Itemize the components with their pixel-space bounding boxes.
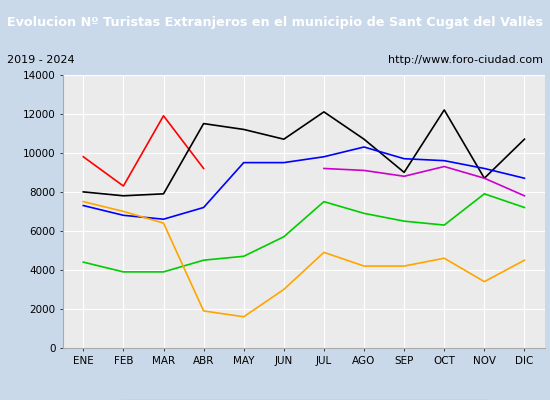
Text: http://www.foro-ciudad.com: http://www.foro-ciudad.com [388, 55, 543, 65]
Text: 2019 - 2024: 2019 - 2024 [7, 55, 74, 65]
Text: Evolucion Nº Turistas Extranjeros en el municipio de Sant Cugat del Vallès: Evolucion Nº Turistas Extranjeros en el … [7, 16, 543, 28]
